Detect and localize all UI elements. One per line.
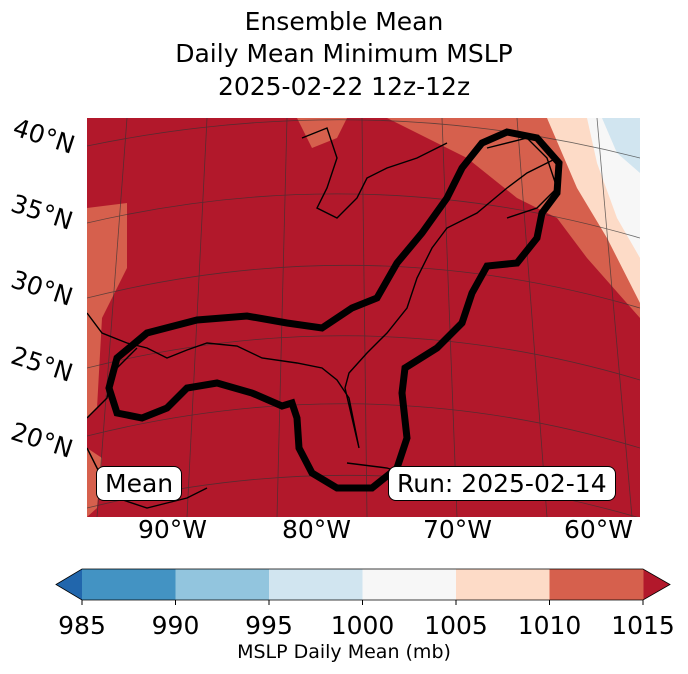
colorbar-segment (362, 569, 457, 600)
colorbar-segment (269, 569, 363, 600)
lon-label-80w: 80°W (282, 515, 352, 544)
title-line-3: 2025-02-22 12z-12z (217, 72, 471, 101)
mean-label-box: Mean (96, 466, 183, 501)
colorbar-tick-label: 1010 (518, 611, 582, 640)
colorbar-tick-label: 1000 (331, 611, 395, 640)
title-line-2: Daily Mean Minimum MSLP (175, 39, 513, 68)
field-1010 (297, 118, 347, 148)
colorbar-over-arrow (643, 569, 670, 600)
field-1010 (87, 448, 102, 517)
lat-label-30: 30°N (7, 264, 77, 312)
run-date-box: Run: 2025-02-14 (388, 466, 616, 501)
colorbar-label: MSLP Daily Mean (mb) (237, 641, 451, 663)
colorbar: 985 990 995 1000 1005 1010 1015 (55, 568, 675, 640)
map (87, 118, 640, 517)
graticule (87, 118, 640, 517)
colorbar-tick-label: 995 (245, 611, 293, 640)
title-line-1: Ensemble Mean (244, 7, 444, 36)
colorbar-segment (82, 569, 176, 600)
lon-label-70w: 70°W (423, 515, 493, 544)
colorbar-under-arrow (56, 569, 82, 600)
mslp-contour (105, 128, 563, 492)
lat-label-20: 20°N (7, 416, 77, 464)
lon-label-90w: 90°W (138, 515, 208, 544)
lat-label-40: 40°N (9, 112, 79, 160)
field-1010 (87, 203, 127, 418)
lat-label-25: 25°N (7, 340, 77, 388)
field-995 (602, 118, 640, 173)
colorbar-tick-label: 1005 (424, 611, 488, 640)
lat-label-35: 35°N (7, 188, 77, 236)
colorbar-tick-label: 1015 (611, 611, 675, 640)
colorbar-segment (549, 569, 644, 600)
colorbar-segment (175, 569, 270, 600)
colorbar-tick-label: 985 (58, 611, 106, 640)
colorbar-tick-label: 990 (152, 611, 200, 640)
lon-label-60w: 60°W (564, 515, 634, 544)
colorbar-segment (456, 569, 550, 600)
